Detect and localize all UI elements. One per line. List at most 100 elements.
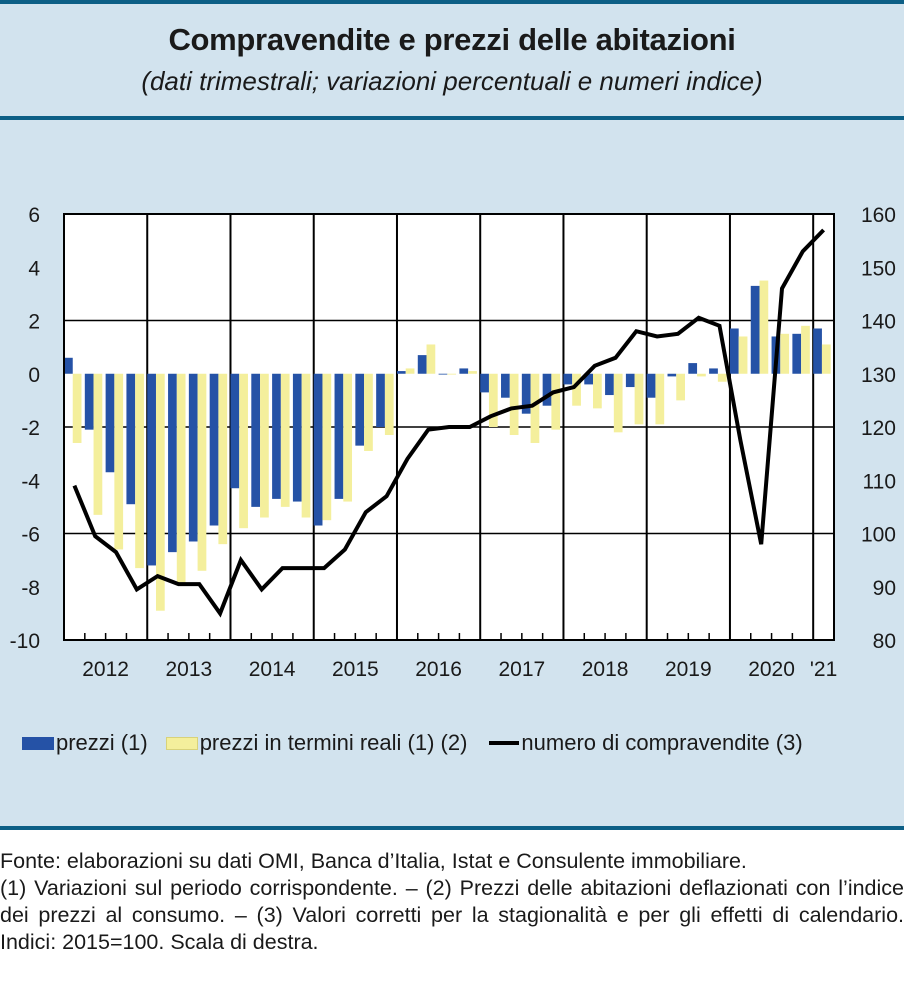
bar-prices — [396, 371, 406, 374]
x-year-label: 2019 — [665, 658, 712, 681]
bar-prices — [792, 333, 802, 374]
bar-prices — [438, 373, 448, 375]
bar-real-prices — [593, 373, 602, 409]
chart-title: Compravendite e prezzi delle abitazioni — [168, 22, 736, 57]
y-right-tick-label: 120 — [861, 417, 896, 440]
bar-real-prices — [155, 373, 165, 611]
bar-prices — [688, 363, 698, 374]
bar-real-prices — [717, 373, 727, 382]
bar-prices — [605, 373, 614, 396]
bar-prices — [563, 373, 573, 385]
bar-prices — [188, 373, 198, 542]
chart-panel: Compravendite e prezzi delle abitazioni … — [0, 0, 904, 830]
bar-prices — [625, 373, 635, 388]
bar-prices — [459, 368, 469, 374]
bar-real-prices — [613, 373, 623, 433]
bar-real-prices — [426, 344, 436, 374]
plot-border — [63, 213, 835, 641]
bar-real-prices — [218, 373, 228, 545]
bar-prices — [251, 373, 261, 507]
title-rule — [0, 116, 904, 120]
bar-prices — [209, 373, 219, 526]
bar-real-prices — [759, 280, 769, 374]
bar-real-prices — [634, 373, 644, 425]
legend-item-real-prices: prezzi in termini reali (1) (2) — [165, 730, 468, 756]
axis-ticks: 6 4 2 0 -2 -4 -6 -8 -10 160 150 140 130 120 110 100 90 80… — [10, 204, 896, 681]
bar-real-prices — [260, 373, 269, 518]
bar-prices — [813, 328, 822, 374]
y-left-tick-label: -6 — [21, 524, 40, 547]
bar-real-prices — [301, 373, 311, 518]
bar-real-prices — [343, 373, 353, 502]
bar-prices — [272, 373, 281, 499]
chart-svg: 6 4 2 0 -2 -4 -6 -8 -10 160 150 140 130 120 110 100 90 80… — [10, 204, 896, 681]
bar-real-prices — [197, 373, 207, 571]
bar-real-prices — [114, 373, 124, 550]
bar-prices — [709, 368, 718, 374]
y-right-tick-label: 80 — [873, 630, 896, 653]
y-left-tick-label: 4 — [28, 257, 40, 280]
plot-frame — [63, 213, 835, 641]
legend-label-prices: prezzi (1) — [56, 730, 148, 755]
bar-prices — [542, 373, 552, 406]
bar-real-prices — [135, 373, 144, 569]
legend-swatch-prices — [22, 736, 54, 750]
bar-real-prices — [572, 373, 581, 406]
bar-real-prices — [821, 344, 831, 374]
source-note: Fonte: elaborazioni su dati OMI, Banca d… — [0, 849, 747, 873]
bar-real-prices — [509, 373, 519, 435]
bar-real-prices — [176, 373, 186, 585]
bar-prices — [521, 373, 531, 414]
legend-swatch-transactions — [489, 741, 520, 745]
y-right-tick-label: 110 — [863, 470, 896, 493]
y-left-tick-label: 2 — [28, 311, 40, 334]
bar-prices — [750, 285, 760, 374]
bar-prices — [126, 373, 136, 505]
y-right-tick-label: 150 — [861, 257, 896, 280]
legend: prezzi (1) prezzi in termini reali (1) (… — [22, 730, 821, 756]
bar-prices — [334, 373, 344, 499]
bar-real-prices — [384, 373, 394, 435]
y-right-tick-label: 160 — [861, 204, 896, 227]
bar-real-prices — [239, 373, 248, 529]
legend-label-real-prices: prezzi in termini reali (1) (2) — [199, 730, 468, 755]
top-rule — [0, 0, 904, 4]
bar-prices — [230, 373, 240, 489]
bar-real-prices — [280, 373, 290, 507]
bar-real-prices — [72, 373, 82, 443]
bar-prices — [84, 373, 94, 430]
y-left-tick-label: -8 — [21, 577, 40, 600]
x-year-label: 2017 — [498, 658, 545, 681]
y-right-tick-label: 90 — [873, 577, 896, 600]
bar-real-prices — [530, 373, 540, 443]
bar-prices — [355, 373, 365, 446]
footnotes: Fonte: elaborazioni su dati OMI, Banca d… — [0, 848, 904, 956]
bar-prices — [313, 373, 323, 526]
x-year-label: 2012 — [82, 658, 129, 681]
y-right-tick-label: 140 — [861, 311, 896, 334]
legend-item-prices: prezzi (1) — [22, 730, 148, 756]
bar-prices — [584, 373, 594, 385]
y-left-tick-label: 0 — [28, 364, 40, 387]
x-year-label: 2016 — [415, 658, 462, 681]
bar-prices — [417, 355, 427, 374]
bottom-rule — [0, 826, 904, 830]
bar-real-prices — [676, 373, 685, 401]
legend-item-transactions: numero di compravendite (3) — [485, 730, 803, 756]
bar-real-prices — [468, 371, 477, 374]
bar-prices — [480, 373, 489, 393]
x-year-label: 2020 — [748, 658, 795, 681]
y-right-tick-label: 130 — [861, 364, 896, 387]
chart-subtitle: (dati trimestrali; variazioni percentual… — [141, 66, 763, 96]
bar-real-prices — [697, 373, 706, 377]
footnote-text: (1) Variazioni sul periodo corrispondent… — [0, 876, 904, 954]
bar-real-prices — [322, 373, 332, 521]
bar-prices — [501, 373, 510, 398]
y-left-tick-label: -10 — [10, 630, 40, 653]
bar-prices — [105, 373, 115, 473]
bar-prices — [147, 373, 156, 566]
bar-real-prices — [364, 373, 373, 451]
bar-real-prices — [93, 373, 103, 515]
y-right-tick-label: 100 — [861, 524, 896, 547]
x-year-label: 2013 — [166, 658, 213, 681]
